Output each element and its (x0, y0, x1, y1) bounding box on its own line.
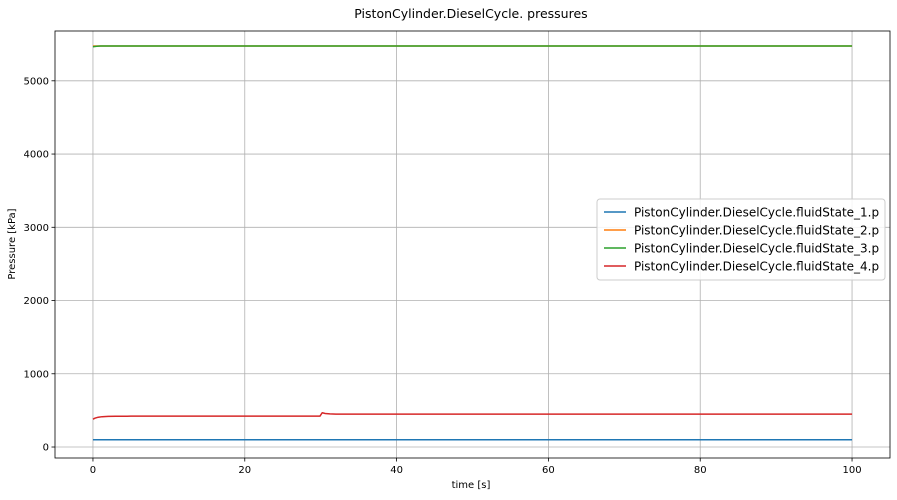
series-line-4 (92, 411, 853, 420)
x-axis-label: time [s] (452, 480, 491, 491)
y-tick-label: 2000 (24, 296, 49, 307)
x-tick-label: 100 (842, 465, 861, 476)
x-tick-label: 40 (390, 465, 403, 476)
x-tick-label: 80 (694, 465, 707, 476)
legend-label: PistonCylinder.DieselCycle.fluidState_4.… (634, 260, 879, 274)
y-tick-label: 1000 (24, 369, 49, 380)
legend-label: PistonCylinder.DieselCycle.fluidState_1.… (634, 206, 879, 220)
legend-box (596, 198, 886, 281)
legend-label: PistonCylinder.DieselCycle.fluidState_3.… (634, 242, 879, 256)
chart-title: PistonCylinder.DieselCycle. pressures (354, 6, 587, 21)
legend-label: PistonCylinder.DieselCycle.fluidState_2.… (634, 224, 879, 238)
y-tick-label: 4000 (24, 150, 49, 161)
x-tick-label: 60 (542, 465, 555, 476)
y-tick-label: 0 (43, 443, 49, 454)
series-lines (92, 45, 853, 441)
y-tick-label: 5000 (24, 76, 49, 87)
x-tick-label: 0 (90, 465, 96, 476)
plot-frame (54, 30, 891, 459)
y-axis-label: Pressure [kPa] (7, 208, 18, 279)
y-tick-label: 3000 (24, 223, 49, 234)
x-tick-label: 20 (238, 465, 251, 476)
legend: PistonCylinder.DieselCycle.fluidState_1.… (596, 198, 886, 281)
series-line-3 (92, 45, 853, 48)
